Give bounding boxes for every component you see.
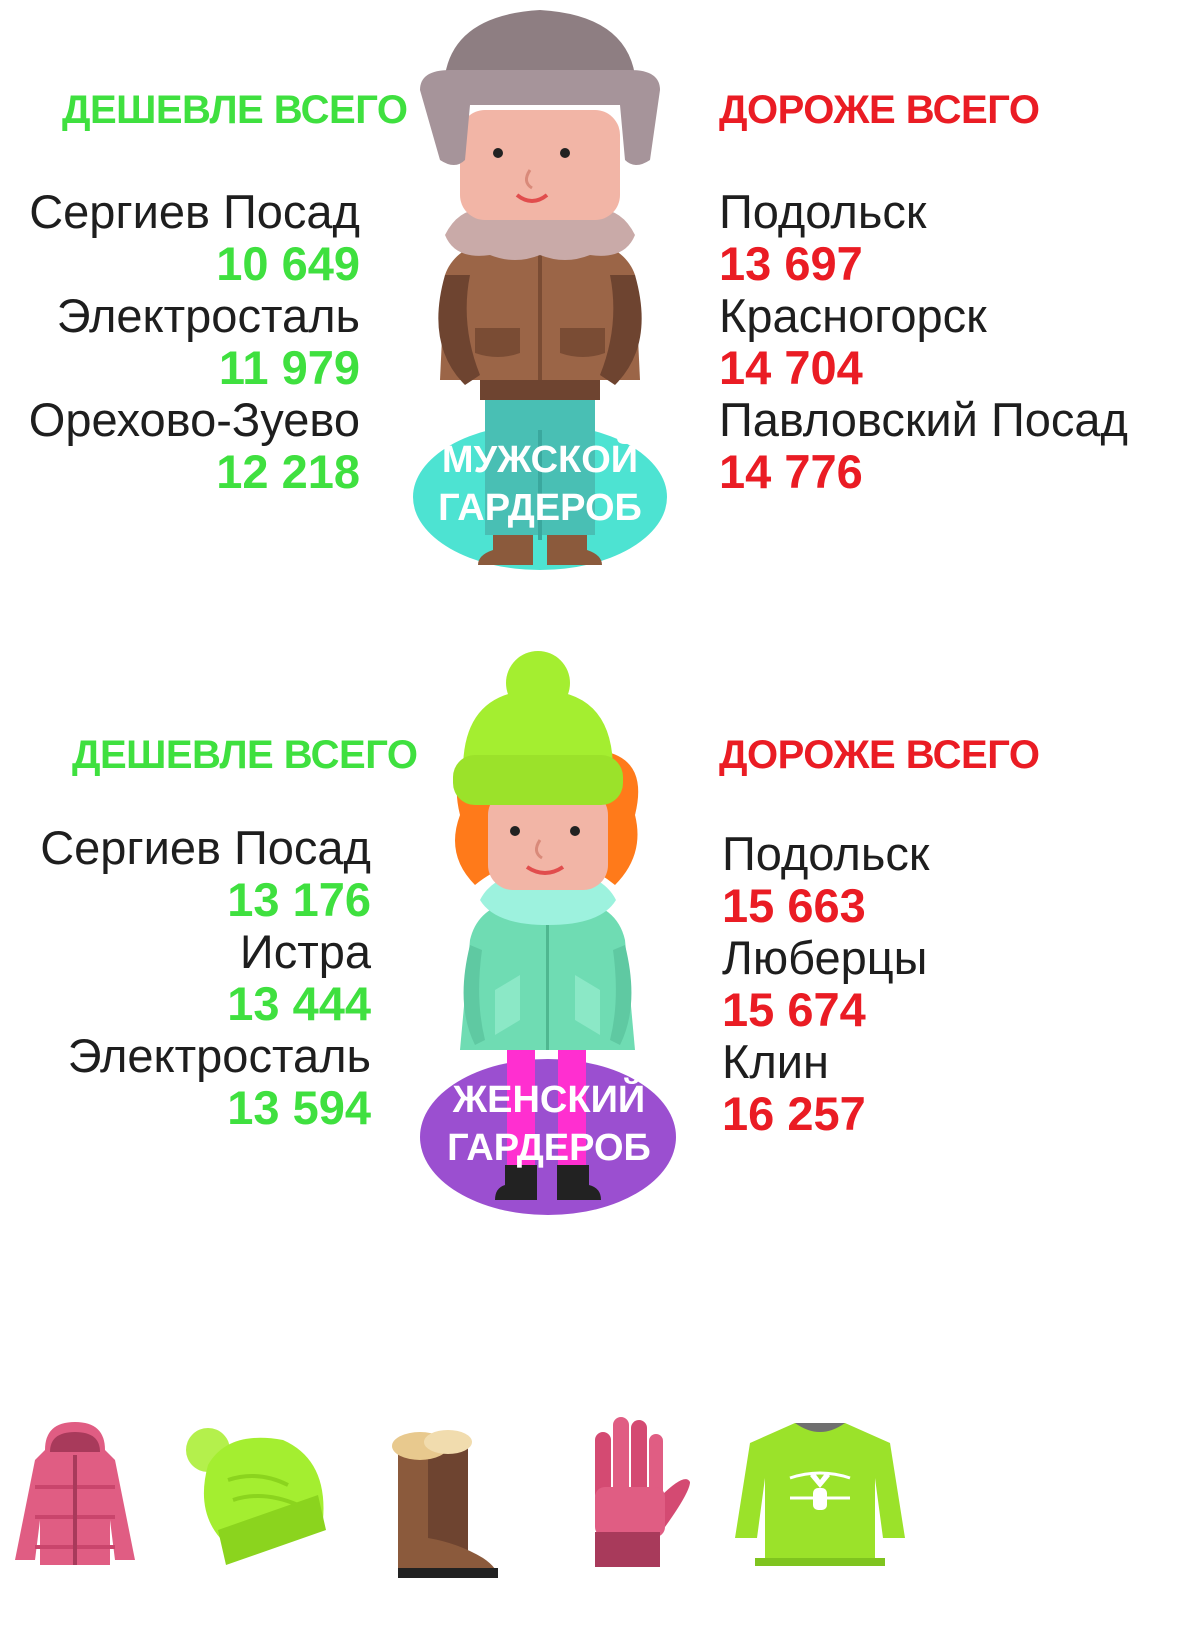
- knit-hat-icon: [186, 1428, 326, 1565]
- men-pricey-city-1: Подольск: [719, 185, 927, 238]
- men-pricey-price-2: 14 704: [719, 341, 863, 394]
- men-cheap-price-3: 12 218: [216, 445, 360, 498]
- men-pricey-price-3: 14 776: [719, 445, 863, 498]
- men-cheap-price-1: 10 649: [216, 237, 360, 290]
- men-badge-line2: ГАРДЕРОБ: [438, 487, 642, 529]
- men-priciest-list: Подольск 13 697 Красногорск 14 704 Павло…: [719, 186, 1128, 498]
- man-illustration: [413, 10, 667, 570]
- women-badge-line2: ГАРДЕРОБ: [447, 1127, 651, 1169]
- men-cheap-city-1: Сергиев Посад: [29, 185, 360, 238]
- women-pricey-price-1: 15 663: [722, 879, 866, 932]
- men-pricey-price-1: 13 697: [719, 237, 863, 290]
- men-cheap-city-2: Электросталь: [56, 289, 360, 342]
- women-badge-text: ЖЕНСКИЙ ГАРДЕРОБ: [416, 1076, 682, 1172]
- men-cheapest-heading: ДЕШЕВЛЕ ВСЕГО: [62, 88, 408, 132]
- women-cheap-city-2: Истра: [239, 925, 371, 978]
- sweater-icon: [735, 1423, 905, 1566]
- women-pricey-city-3: Клин: [722, 1035, 830, 1088]
- women-cheap-price-2: 13 444: [227, 977, 371, 1030]
- men-priciest-heading: ДОРОЖЕ ВСЕГО: [719, 88, 1040, 132]
- women-pricey-city-1: Подольск: [722, 827, 930, 880]
- women-badge-ellipse: [420, 1059, 676, 1215]
- puffer-jacket-icon: [15, 1422, 135, 1565]
- women-cheap-price-1: 13 176: [227, 873, 371, 926]
- women-cheap-city-3: Электросталь: [67, 1029, 371, 1082]
- women-badge-line1: ЖЕНСКИЙ: [452, 1079, 646, 1121]
- women-cheap-price-3: 13 594: [227, 1081, 371, 1134]
- men-cheapest-list: Сергиев Посад 10 649 Электросталь 11 979…: [29, 186, 360, 498]
- women-pricey-price-3: 16 257: [722, 1087, 866, 1140]
- women-priciest-heading: ДОРОЖЕ ВСЕГО: [719, 733, 1040, 777]
- winter-boot-icon: [392, 1430, 498, 1578]
- women-cheap-city-1: Сергиев Посад: [40, 821, 371, 874]
- men-badge-text: МУЖСКОЙ ГАРДЕРОБ: [408, 436, 672, 532]
- women-pricey-city-2: Люберцы: [722, 931, 928, 984]
- women-pricey-price-2: 15 674: [722, 983, 866, 1036]
- men-pricey-city-2: Красногорск: [719, 289, 987, 342]
- glove-icon: [595, 1417, 690, 1567]
- men-pricey-city-3: Павловский Посад: [719, 393, 1128, 446]
- women-priciest-list: Подольск 15 663 Люберцы 15 674 Клин 16 2…: [722, 828, 929, 1140]
- men-cheap-city-3: Орехово-Зуево: [28, 393, 360, 446]
- men-cheap-price-2: 11 979: [218, 341, 360, 394]
- women-cheapest-list: Сергиев Посад 13 176 Истра 13 444 Электр…: [40, 822, 371, 1134]
- woman-illustration: [420, 651, 676, 1215]
- men-badge-line1: МУЖСКОЙ: [441, 439, 639, 481]
- women-cheapest-heading: ДЕШЕВЛЕ ВСЕГО: [72, 733, 418, 777]
